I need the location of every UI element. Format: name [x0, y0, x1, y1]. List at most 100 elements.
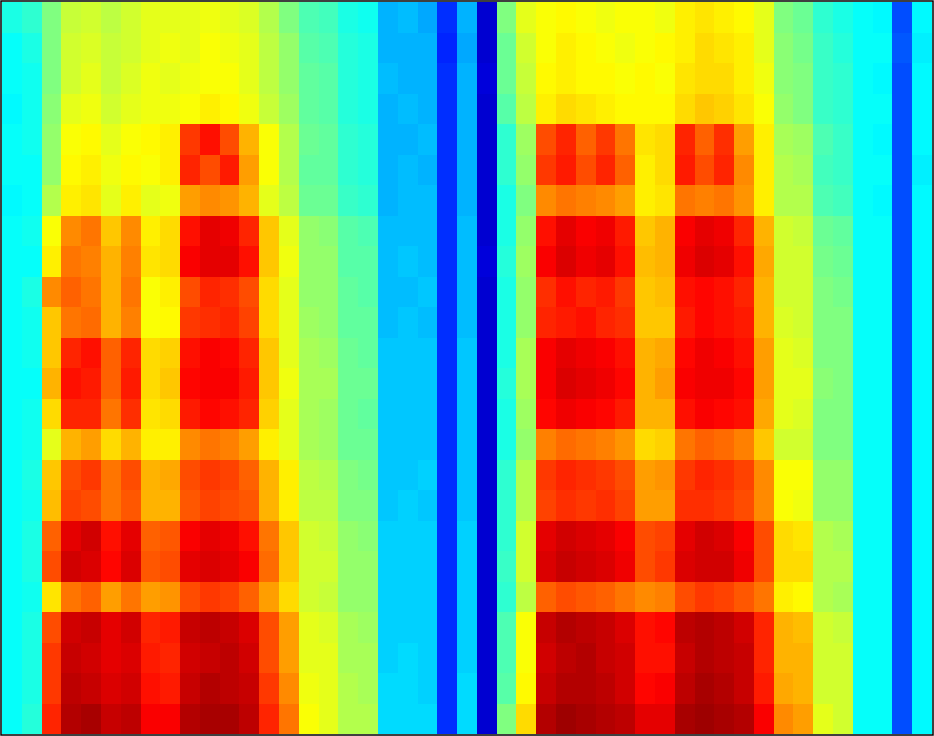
- heatmap-cell: [279, 429, 299, 460]
- heatmap-cell: [615, 2, 635, 33]
- heatmap-cell: [615, 704, 635, 735]
- heatmap-cell: [655, 460, 675, 491]
- heatmap-cell: [61, 490, 81, 521]
- heatmap-cell: [873, 338, 893, 369]
- heatmap-cell: [299, 338, 319, 369]
- heatmap-cell: [754, 490, 774, 521]
- heatmap-cell: [319, 490, 339, 521]
- heatmap-cell: [42, 521, 62, 552]
- heatmap-cell: [101, 521, 121, 552]
- heatmap-cell: [714, 185, 734, 216]
- heatmap-cell: [101, 368, 121, 399]
- heatmap-cell: [655, 673, 675, 704]
- heatmap-cell: [299, 216, 319, 247]
- heatmap-cell: [873, 582, 893, 613]
- heatmap-cell: [477, 94, 497, 125]
- heatmap-cell: [754, 277, 774, 308]
- heatmap-cell: [239, 704, 259, 735]
- heatmap-cell: [180, 246, 200, 277]
- heatmap-cell: [536, 460, 556, 491]
- heatmap-cell: [536, 582, 556, 613]
- heatmap-cell: [556, 582, 576, 613]
- heatmap-cell: [576, 307, 596, 338]
- heatmap-cell: [81, 216, 101, 247]
- heatmap-cell: [853, 521, 873, 552]
- heatmap-cell: [714, 551, 734, 582]
- heatmap-cell: [338, 399, 358, 430]
- heatmap-cell: [734, 582, 754, 613]
- heatmap-cell: [2, 460, 22, 491]
- heatmap-cell: [457, 155, 477, 186]
- heatmap-cell: [259, 246, 279, 277]
- heatmap-cell: [853, 63, 873, 94]
- heatmap-cell: [358, 63, 378, 94]
- heatmap-cell: [42, 307, 62, 338]
- heatmap-cell: [437, 582, 457, 613]
- heatmap-cell: [536, 704, 556, 735]
- heatmap-cell: [121, 460, 141, 491]
- heatmap-cell: [516, 582, 536, 613]
- heatmap-cell: [576, 2, 596, 33]
- heatmap-cell: [42, 582, 62, 613]
- heatmap-cell: [398, 612, 418, 643]
- heatmap-cell: [81, 2, 101, 33]
- heatmap-cell: [457, 582, 477, 613]
- heatmap-cell: [398, 399, 418, 430]
- heatmap-cell: [675, 94, 695, 125]
- heatmap-cell: [338, 94, 358, 125]
- heatmap-cell: [754, 94, 774, 125]
- heatmap-cell: [596, 612, 616, 643]
- heatmap-cell: [635, 155, 655, 186]
- heatmap-cell: [259, 612, 279, 643]
- heatmap-cell: [101, 63, 121, 94]
- heatmap-cell: [61, 429, 81, 460]
- heatmap-cell: [793, 460, 813, 491]
- heatmap-cell: [180, 33, 200, 64]
- heatmap-cell: [774, 673, 794, 704]
- heatmap-cell: [497, 399, 517, 430]
- heatmap-cell: [754, 307, 774, 338]
- heatmap-cell: [714, 94, 734, 125]
- heatmap-cell: [2, 490, 22, 521]
- heatmap-cell: [873, 33, 893, 64]
- heatmap-cell: [22, 429, 42, 460]
- heatmap-cell: [615, 94, 635, 125]
- heatmap-cell: [675, 582, 695, 613]
- heatmap-cell: [398, 429, 418, 460]
- heatmap-cell: [220, 307, 240, 338]
- heatmap-cell: [892, 124, 912, 155]
- heatmap-cell: [2, 368, 22, 399]
- heatmap-cell: [418, 582, 438, 613]
- heatmap-cell: [22, 63, 42, 94]
- heatmap-cell: [2, 338, 22, 369]
- heatmap-cell: [596, 33, 616, 64]
- heatmap-cell: [141, 94, 161, 125]
- heatmap-cell: [418, 368, 438, 399]
- heatmap-cell: [596, 368, 616, 399]
- heatmap-cell: [754, 216, 774, 247]
- heatmap-cell: [121, 338, 141, 369]
- heatmap-cell: [121, 124, 141, 155]
- heatmap-cell: [813, 216, 833, 247]
- heatmap-cell: [695, 521, 715, 552]
- heatmap-cell: [774, 155, 794, 186]
- heatmap-cell: [437, 246, 457, 277]
- heatmap-cell: [81, 704, 101, 735]
- heatmap-cell: [81, 582, 101, 613]
- heatmap-cell: [615, 460, 635, 491]
- heatmap-cell: [259, 63, 279, 94]
- heatmap-cell: [892, 307, 912, 338]
- heatmap-cell: [101, 612, 121, 643]
- heatmap-cell: [596, 2, 616, 33]
- heatmap-cell: [556, 124, 576, 155]
- heatmap-cell: [734, 277, 754, 308]
- heatmap-cell: [121, 551, 141, 582]
- heatmap-cell: [61, 216, 81, 247]
- heatmap-cell: [81, 63, 101, 94]
- heatmap-cell: [873, 2, 893, 33]
- heatmap-cell: [22, 124, 42, 155]
- heatmap-cell: [200, 216, 220, 247]
- heatmap-cell: [675, 704, 695, 735]
- heatmap-cell: [418, 155, 438, 186]
- heatmap-cell: [695, 33, 715, 64]
